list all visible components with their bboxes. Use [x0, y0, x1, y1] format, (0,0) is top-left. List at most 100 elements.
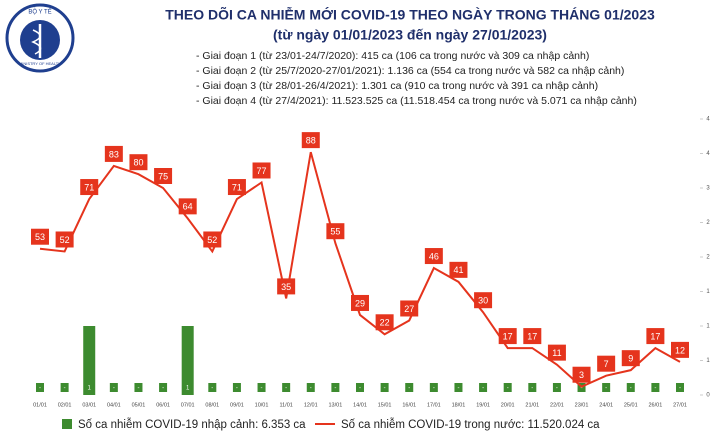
x-tick-label: 19/01: [476, 402, 490, 408]
value-label: 41: [453, 265, 463, 275]
value-label: 7: [604, 359, 609, 369]
bar-label-box: [36, 383, 44, 392]
bar-label-box: [602, 383, 611, 392]
bar-value-label: -: [162, 386, 164, 392]
x-tick-label: 07/01: [181, 402, 195, 408]
bar-value-label: -: [310, 386, 312, 392]
value-label-box: [203, 231, 222, 248]
value-label-box: [400, 300, 419, 317]
bar-label-box: [552, 383, 561, 392]
logo: BỘ Y TẾ MINISTRY OF HEALTH: [5, 3, 75, 73]
value-label-box: [55, 231, 74, 248]
value-label: 52: [60, 235, 70, 245]
value-label: 22: [380, 318, 390, 328]
value-label-box: [31, 228, 49, 245]
value-label: 88: [306, 135, 316, 145]
bar-label-box: [208, 383, 217, 392]
bar-value-label: -: [39, 386, 41, 392]
annotation: - Giai đoạn 2 (từ 25/7/2020-27/01/2021):…: [196, 65, 624, 77]
value-label: 35: [281, 282, 291, 292]
bar-label-box: [380, 383, 389, 392]
logo-text: BỘ Y TẾ: [28, 9, 51, 16]
value-label: 71: [84, 182, 94, 192]
x-tick-label: 24/01: [599, 402, 613, 408]
x-tick-label: 03/01: [82, 402, 96, 408]
value-label-box: [301, 132, 320, 149]
value-label: 3: [579, 370, 584, 380]
value-label: 52: [207, 235, 217, 245]
value-label: 17: [527, 331, 537, 341]
legend-label: Số ca nhiễm COVID-19 nhập cảnh: 6.353 ca: [78, 418, 306, 431]
bar-value-label: 1: [88, 386, 92, 392]
value-label: 75: [158, 171, 168, 181]
x-tick-label: 04/01: [107, 402, 121, 408]
x-tick-label: 21/01: [525, 402, 539, 408]
value-label-box: [351, 294, 369, 311]
value-label-box: [449, 261, 468, 278]
y2-tick-label: 4: [706, 151, 710, 157]
bar-label-box: [651, 383, 660, 392]
bar-label-box: [85, 383, 94, 392]
value-label: 80: [133, 158, 143, 168]
bar-label-box: [331, 383, 340, 392]
bar-label-box: [479, 383, 488, 392]
value-label: 11: [552, 348, 561, 358]
value-label: 29: [355, 298, 365, 308]
value-label: 55: [330, 227, 340, 237]
bar-value-label: -: [654, 386, 656, 392]
value-label-box: [646, 328, 665, 345]
value-label: 64: [183, 202, 193, 212]
logo-snake: [31, 29, 42, 55]
value-label-box: [597, 355, 616, 372]
bar-value-label: -: [211, 386, 213, 392]
value-label: 77: [257, 166, 267, 176]
value-label-box: [474, 292, 493, 309]
bar-value-label: -: [359, 386, 361, 392]
value-label-box: [277, 278, 296, 295]
value-label-box: [104, 145, 123, 162]
bar-value-label: -: [531, 386, 533, 392]
bar-value-label: -: [556, 386, 558, 392]
x-tick-label: 09/01: [230, 402, 244, 408]
x-tick-label: 23/01: [575, 402, 589, 408]
value-label: 27: [404, 304, 414, 314]
bar-label-box: [109, 383, 118, 392]
value-label-box: [424, 248, 443, 265]
x-tick-label: 14/01: [353, 402, 367, 408]
bar-value-label: -: [334, 386, 336, 392]
value-label: 46: [429, 251, 439, 261]
bar-value-label: -: [433, 386, 435, 392]
bar-value-label: -: [507, 386, 509, 392]
value-label-box: [498, 328, 517, 345]
x-tick-label: 13/01: [329, 402, 343, 408]
value-label-box: [80, 179, 99, 196]
value-label-box: [547, 344, 566, 361]
value-label-box: [154, 168, 173, 184]
x-tick-label: 10/01: [255, 402, 269, 408]
bar-label-box: [306, 383, 315, 392]
bar-label-box: [528, 383, 537, 392]
bar-label-box: [282, 383, 291, 392]
x-tick-label: 18/01: [452, 402, 466, 408]
x-tick-label: 06/01: [156, 402, 170, 408]
x-tick-label: 15/01: [378, 402, 392, 408]
bar-label-box: [405, 383, 414, 392]
value-label: 30: [478, 296, 488, 306]
line: [39, 151, 681, 388]
y2-tick-label: 0: [706, 393, 710, 399]
value-label-box: [375, 314, 394, 331]
logo-text: MINISTRY OF HEALTH: [19, 61, 61, 66]
bar-value-label: -: [457, 386, 459, 392]
bar-value-label: 1: [186, 386, 190, 392]
bar-value-label: -: [285, 386, 287, 392]
bar-label-box: [257, 383, 266, 392]
bar-label-box: [356, 383, 364, 392]
bar-label-box: [503, 383, 512, 392]
legend-swatch: [62, 419, 72, 429]
value-label-box: [227, 179, 246, 196]
value-label-box: [523, 328, 542, 345]
value-label: 9: [628, 354, 633, 364]
chart-title: THEO DÕI CA NHIỄM MỚI COVID-19 THEO NGÀY…: [165, 6, 655, 23]
y2-tick-label: 3: [706, 186, 710, 192]
bar-value-label: -: [605, 386, 607, 392]
